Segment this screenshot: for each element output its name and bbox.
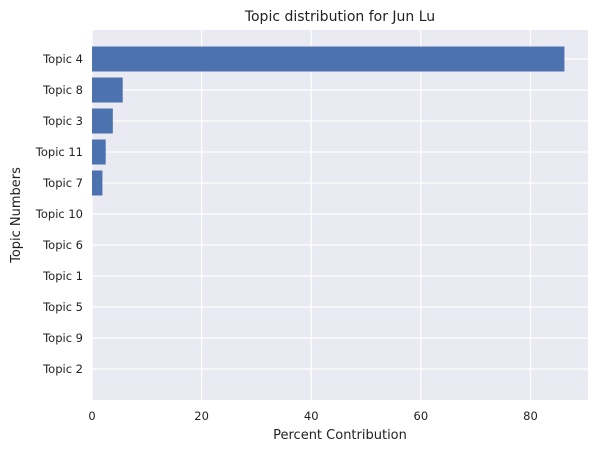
- x-tick-labels: 0 20 40 60 80: [88, 409, 537, 423]
- y-tick-label: Topic 4: [42, 52, 83, 66]
- x-tick-label: 40: [304, 409, 319, 423]
- bar-topic-4: [92, 46, 565, 72]
- y-tick-labels: Topic 4 Topic 8 Topic 3 Topic 11 Topic 7 Topi…: [35, 52, 83, 376]
- x-axis-label: Percent Contribution: [273, 428, 407, 443]
- bar-topic-8: [92, 77, 123, 103]
- x-tick-label: 20: [194, 409, 209, 423]
- y-tick-label: Topic 5: [42, 300, 83, 314]
- chart-title: Topic distribution for Jun Lu: [244, 9, 435, 25]
- bar-topic-11: [92, 139, 106, 165]
- y-tick-label: Topic 8: [42, 83, 83, 97]
- bar-topic-7: [92, 170, 103, 196]
- plot-background: [92, 30, 588, 400]
- y-tick-label: Topic 10: [35, 207, 83, 221]
- x-tick-label: 0: [88, 409, 95, 423]
- x-tick-label: 80: [523, 409, 538, 423]
- y-tick-label: Topic 3: [42, 114, 83, 128]
- bar-topic-3: [92, 108, 113, 134]
- y-tick-label: Topic 9: [42, 331, 83, 345]
- y-axis-label: Topic Numbers: [9, 167, 24, 264]
- y-tick-label: Topic 6: [42, 238, 83, 252]
- bars: [92, 46, 565, 196]
- y-tick-label: Topic 1: [42, 269, 83, 283]
- y-tick-label: Topic 7: [42, 176, 83, 190]
- y-tick-label: Topic 2: [42, 362, 83, 376]
- x-tick-label: 60: [414, 409, 429, 423]
- y-tick-label: Topic 11: [35, 145, 83, 159]
